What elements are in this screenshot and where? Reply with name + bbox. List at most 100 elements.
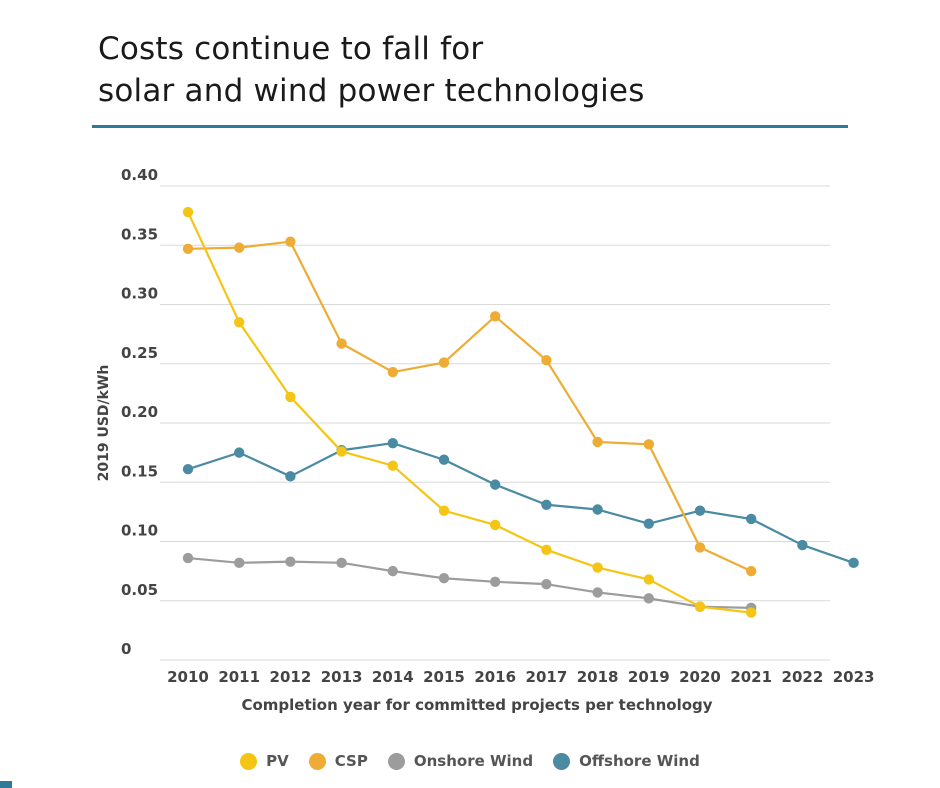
x-tick-label: 2015 — [423, 668, 465, 686]
series-pv — [182, 206, 757, 618]
y-tick-label: 0.25 — [121, 344, 158, 362]
data-point-offshore-wind — [797, 539, 808, 551]
y-tick-label: 0.40 — [121, 166, 158, 184]
legend-label: Offshore Wind — [579, 752, 700, 770]
x-tick-label: 2017 — [526, 668, 568, 686]
data-point-csp — [541, 354, 552, 366]
data-point-onshore-wind — [234, 557, 245, 569]
data-point-pv — [438, 505, 450, 516]
data-point-csp — [746, 565, 757, 577]
x-tick-label: 2012 — [270, 668, 312, 686]
series-csp — [182, 236, 757, 577]
series-onshore-wind — [182, 552, 757, 614]
legend-item-onshore-wind: Onshore Wind — [387, 752, 534, 770]
data-point-offshore-wind — [438, 454, 450, 465]
data-point-offshore-wind — [541, 499, 552, 510]
line-chart: 00.050.100.150.200.250.300.350.40 2010 20… — [96, 166, 874, 714]
data-point-csp — [182, 243, 194, 255]
data-point-onshore-wind — [592, 587, 603, 598]
x-tick-label: 2013 — [321, 668, 363, 686]
x-tick-label: 2010 — [167, 668, 209, 686]
data-point-offshore-wind — [643, 518, 654, 529]
data-point-csp — [694, 542, 706, 553]
data-point-pv — [285, 391, 296, 403]
data-point-csp — [438, 357, 450, 368]
data-point-onshore-wind — [490, 576, 501, 587]
legend-swatch — [240, 752, 258, 770]
data-point-onshore-wind — [336, 557, 347, 569]
legend-item-pv: PV — [240, 752, 289, 770]
y-tick-labels: 0 0.05 0.10 0.15 0.20 0.25 0.30 0.35 0.40 — [121, 166, 158, 658]
corner-mark — [0, 781, 12, 788]
data-point-pv — [592, 562, 603, 573]
data-point-csp — [490, 311, 501, 322]
data-point-csp — [643, 439, 654, 450]
y-tick-label: 0 — [121, 640, 131, 658]
data-point-offshore-wind — [285, 471, 296, 482]
data-point-offshore-wind — [848, 557, 859, 569]
y-tick-label: 0.10 — [121, 522, 158, 540]
data-point-offshore-wind — [592, 504, 603, 515]
legend-item-offshore-wind: Offshore Wind — [553, 752, 700, 770]
data-point-offshore-wind — [387, 437, 398, 449]
data-point-pv — [336, 446, 347, 457]
data-point-pv — [387, 460, 398, 471]
legend-swatch — [387, 752, 405, 770]
x-tick-labels: 2010 2011 2012 2013 2014 2015 2016 2017 2018 2019… — [167, 668, 874, 686]
series-line-csp — [187, 240, 752, 573]
data-point-pv — [182, 206, 194, 218]
data-point-onshore-wind — [182, 552, 194, 564]
x-tick-label: 2011 — [218, 668, 260, 686]
legend: PV CSP Onshore Wind Offshore Wind — [0, 752, 940, 770]
data-point-pv — [643, 574, 654, 585]
data-point-onshore-wind — [438, 573, 450, 584]
x-tick-label: 2023 — [833, 668, 875, 686]
data-point-pv — [234, 317, 245, 328]
y-tick-label: 0.35 — [121, 225, 158, 243]
data-point-pv — [694, 601, 706, 612]
chart-title: Costs continue to fall for solar and win… — [98, 28, 858, 112]
data-point-onshore-wind — [541, 578, 552, 590]
y-tick-label: 0.20 — [121, 403, 158, 421]
data-point-offshore-wind — [490, 479, 501, 490]
x-tick-label: 2021 — [730, 668, 772, 686]
data-point-pv — [746, 607, 757, 618]
legend-label: CSP — [334, 752, 368, 770]
legend-label: PV — [266, 752, 289, 770]
x-axis-label: Completion year for committed projects p… — [241, 696, 712, 714]
data-point-onshore-wind — [643, 593, 654, 604]
legend-swatch — [553, 752, 571, 770]
data-point-offshore-wind — [694, 505, 706, 516]
series-offshore-wind — [182, 437, 859, 569]
series-line-offshore-wind — [187, 442, 854, 564]
chart-title-line-1: Costs continue to fall for — [98, 31, 484, 67]
data-point-offshore-wind — [182, 464, 194, 475]
data-point-csp — [234, 242, 245, 253]
x-tick-label: 2019 — [628, 668, 670, 686]
legend-label: Onshore Wind — [413, 752, 534, 770]
y-tick-label: 0.30 — [121, 285, 158, 303]
y-axis-label: 2019 USD/kWh — [96, 365, 112, 482]
y-tick-label: 0.05 — [121, 581, 158, 599]
title-underline — [92, 125, 848, 128]
x-tick-label: 2014 — [372, 668, 414, 686]
x-tick-label: 2018 — [577, 668, 619, 686]
x-tick-label: 2016 — [474, 668, 516, 686]
data-point-offshore-wind — [234, 447, 245, 458]
data-point-onshore-wind — [285, 556, 296, 567]
series-line-pv — [187, 211, 752, 614]
grid-lines — [160, 185, 830, 661]
data-point-pv — [490, 519, 501, 531]
data-point-pv — [541, 544, 552, 555]
legend-swatch — [308, 752, 326, 770]
data-point-onshore-wind — [387, 565, 398, 577]
data-point-csp — [592, 436, 603, 448]
data-point-csp — [387, 366, 398, 378]
x-tick-label: 2022 — [782, 668, 824, 686]
data-point-offshore-wind — [746, 513, 757, 525]
legend-item-csp: CSP — [308, 752, 368, 770]
series-layer — [182, 206, 859, 618]
data-point-csp — [285, 236, 296, 247]
data-point-csp — [336, 338, 347, 349]
chart-title-line-2: solar and wind power technologies — [98, 73, 645, 109]
